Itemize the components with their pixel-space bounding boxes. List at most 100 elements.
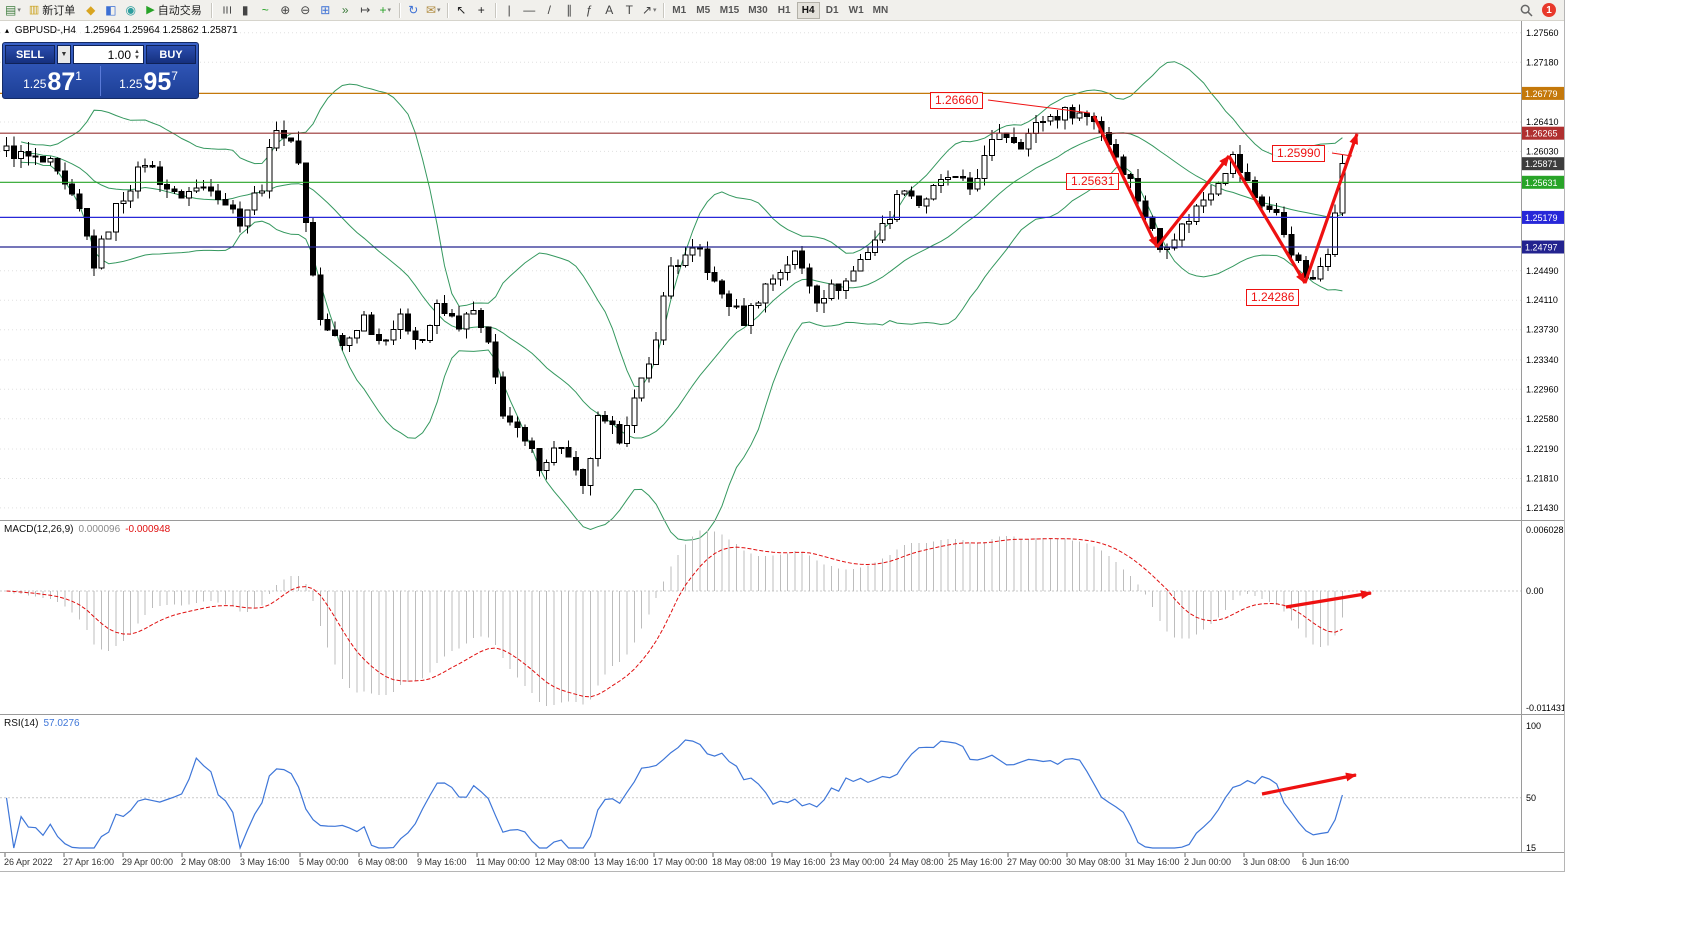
tile-windows-icon[interactable]: ⊞ — [316, 1, 335, 19]
chart-shift-glyph: ↦ — [360, 3, 371, 17]
svg-text:50: 50 — [1526, 793, 1536, 803]
tile-windows-glyph: ⊞ — [320, 3, 331, 17]
svg-text:1.24797: 1.24797 — [1525, 242, 1558, 252]
dropdown-caret-icon: ▾ — [17, 7, 21, 14]
refresh-glyph: ↻ — [408, 3, 419, 17]
zoom-out-icon[interactable]: ⊖ — [296, 1, 315, 19]
price-tag — [1522, 240, 1564, 254]
svg-text:17 May 00:00: 17 May 00:00 — [653, 857, 708, 867]
vertical-line-glyph: | — [507, 3, 511, 17]
sell-price-prefix: 1.25 — [23, 77, 47, 91]
notification-badge[interactable]: 1 — [1542, 3, 1556, 17]
bollinger-middle — [21, 132, 1343, 439]
tf-m1-button[interactable]: M1 — [672, 4, 687, 16]
time-axis[interactable]: 26 Apr 2022 27 Apr 16:00 29 Apr 00:00 2 May… — [4, 853, 1349, 867]
svg-text:1.24110: 1.24110 — [1526, 295, 1558, 305]
svg-text:0.00: 0.00 — [1526, 586, 1544, 596]
price-annotation-label[interactable]: 1.26660 — [930, 92, 984, 109]
shapes-glyph: ↗ — [641, 3, 652, 17]
chart-canvas[interactable]: 1.27560 1.27180 1.26410 1.26030 1.24490 1.241… — [0, 0, 1565, 872]
label-tool-glyph: T — [625, 3, 633, 17]
text-tool-glyph: A — [605, 3, 614, 17]
svg-text:15: 15 — [1526, 843, 1536, 853]
svg-text:1.23340: 1.23340 — [1526, 355, 1559, 365]
tf-m30-button[interactable]: M30 — [748, 4, 768, 16]
sep-4 — [494, 2, 496, 18]
tf-h4-button[interactable]: H4 — [796, 1, 820, 19]
price-annotation-label[interactable]: 1.24286 — [1246, 289, 1300, 306]
volume-field[interactable]: 1.00 ▲ ▼ — [73, 45, 144, 64]
tf-d1-button[interactable]: D1 — [825, 4, 839, 16]
svg-text:2 Jun 00:00: 2 Jun 00:00 — [1184, 857, 1231, 867]
sell-button[interactable]: SELL — [5, 45, 55, 64]
sep-2 — [398, 2, 400, 18]
crosshair-glyph: + — [477, 3, 485, 17]
tf-mn-button[interactable]: MN — [872, 4, 889, 16]
tf-m5-button[interactable]: M5 — [696, 4, 711, 16]
indicators-glyph: + — [379, 3, 387, 17]
horizontal-line-icon[interactable]: — — [520, 1, 539, 19]
trend-arrow[interactable] — [1303, 133, 1359, 284]
new-order-button[interactable]: ▥ 新订单 — [24, 1, 80, 19]
vertical-line-icon[interactable]: | — [500, 1, 519, 19]
rsi-value: 57.0276 — [43, 718, 80, 729]
indicators-icon[interactable]: + ▾ — [376, 1, 395, 19]
svg-text:23 May 00:00: 23 May 00:00 — [830, 857, 885, 867]
trend-arrow[interactable] — [1155, 155, 1231, 248]
cursor-icon[interactable]: ↖ — [452, 1, 471, 19]
line-chart-icon[interactable]: ~ — [256, 1, 275, 19]
chart-shift-icon[interactable]: ↦ — [356, 1, 375, 19]
price-annotation-label[interactable]: 1.25631 — [1066, 173, 1120, 190]
trendline-icon[interactable]: / — [540, 1, 559, 19]
crosshair-icon[interactable]: + — [472, 1, 491, 19]
svg-text:1.25871: 1.25871 — [1525, 159, 1558, 169]
fibonacci-icon[interactable]: ƒ — [580, 1, 599, 19]
trade-panel-controls: SELL ▼ 1.00 ▲ ▼ BUY — [5, 45, 196, 64]
data-window-icon[interactable]: ◧ — [101, 1, 120, 19]
auto-scroll-icon[interactable]: » — [336, 1, 355, 19]
sep-3 — [446, 2, 448, 18]
trend-arrow[interactable] — [1227, 155, 1307, 284]
bar-chart-icon[interactable]: ☰ — [216, 1, 235, 19]
tf-w1-button[interactable]: W1 — [848, 4, 864, 16]
zoom-out-glyph: ⊖ — [300, 3, 311, 17]
tf-m15-button[interactable]: M15 — [719, 4, 740, 16]
svg-text:18 May 08:00: 18 May 08:00 — [712, 857, 767, 867]
zoom-in-icon[interactable]: ⊕ — [276, 1, 295, 19]
new-chart-icon[interactable]: ▤ ▾ — [3, 1, 23, 19]
data-window-glyph: ◧ — [105, 3, 117, 17]
trend-arrow[interactable] — [1261, 772, 1357, 796]
shapes-icon[interactable]: ↗ ▾ — [640, 1, 659, 19]
macd-main-value: 0.000096 — [78, 524, 121, 535]
price-axis[interactable]: 1.27560 1.27180 1.26410 1.26030 1.24490 1.241… — [0, 28, 1559, 513]
search-icon[interactable] — [1517, 1, 1536, 19]
buy-price[interactable]: 1.25 95 7 — [101, 66, 196, 96]
new-order-label: 新订单 — [42, 5, 76, 17]
volume-dropdown-icon[interactable]: ▼ — [57, 45, 71, 64]
candle-chart-icon[interactable]: ▮ — [236, 1, 255, 19]
trend-arrow[interactable] — [1285, 590, 1372, 609]
market-watch-icon[interactable]: ◆ — [81, 1, 100, 19]
auto-trading-label: 自动交易 — [157, 5, 202, 17]
trend-arrow[interactable] — [1092, 115, 1159, 248]
auto-trading-glyph: ▶ — [146, 3, 155, 16]
auto-trading-button[interactable]: ▶ 自动交易 — [141, 1, 206, 19]
refresh-icon[interactable]: ↻ — [404, 1, 423, 19]
oct-collapse-icon[interactable]: ▴ — [5, 26, 10, 35]
buy-price-prefix: 1.25 — [119, 77, 143, 91]
buy-button[interactable]: BUY — [146, 45, 196, 64]
alerts-icon[interactable]: ✉ ▾ — [424, 1, 443, 19]
price-annotation-label[interactable]: 1.25990 — [1272, 145, 1326, 162]
svg-text:25 May 16:00: 25 May 16:00 — [948, 857, 1003, 867]
tf-h1-button[interactable]: H1 — [777, 4, 791, 16]
sell-price[interactable]: 1.25 87 1 — [5, 66, 101, 96]
price-tag — [1522, 157, 1564, 171]
svg-text:1.27180: 1.27180 — [1526, 57, 1559, 67]
label-tool-icon[interactable]: T — [620, 1, 639, 19]
svg-text:1.26030: 1.26030 — [1526, 146, 1559, 156]
one-click-trading-panel: SELL ▼ 1.00 ▲ ▼ BUY 1.25 87 1 1.25 95 7 — [2, 42, 199, 99]
navigator-icon[interactable]: ◉ — [121, 1, 140, 19]
text-tool-icon[interactable]: A — [600, 1, 619, 19]
volume-spinner-icon[interactable]: ▲ ▼ — [134, 48, 140, 61]
channel-icon[interactable]: ∥ — [560, 1, 579, 19]
